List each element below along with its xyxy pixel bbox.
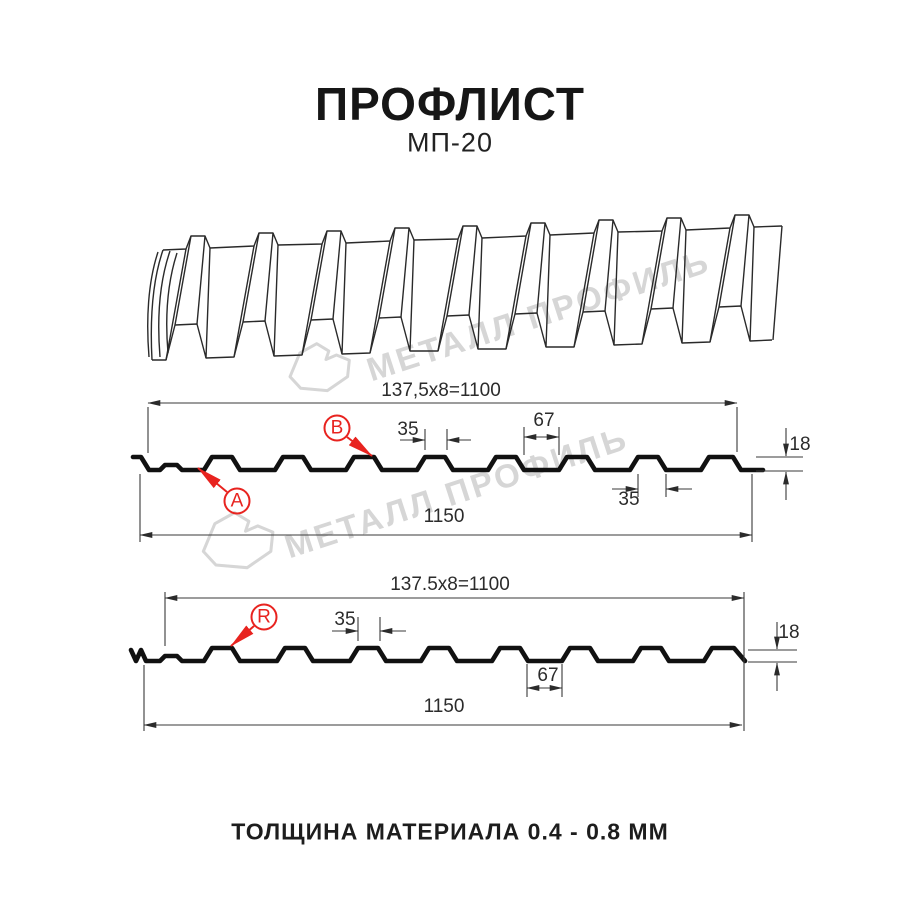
watermark-text-top: МЕТАЛЛ ПРОФИЛЬ	[362, 241, 716, 389]
sheet-back-edge	[162, 214, 783, 251]
dim-rib-top-35: 35	[397, 419, 419, 440]
callout-letter-r: R	[257, 606, 271, 627]
callout-letter-a: A	[230, 490, 244, 511]
profile-bottom-callout-arrows	[230, 625, 255, 647]
page-subtitle: МП-20	[407, 127, 493, 158]
dim-height-18-bottom: 18	[778, 622, 800, 643]
profile-bottom-dimension-lines	[143, 592, 797, 731]
dim-rib-bottom-35: 35	[618, 489, 640, 510]
dim-crest-gap-67: 67	[533, 410, 555, 431]
profile-top-callout-arrows	[197, 436, 373, 493]
callout-letter-b: B	[330, 417, 344, 438]
dim-height-18-top: 18	[789, 434, 811, 455]
sheet-left-curl	[147, 249, 178, 361]
callout-label-r: R	[250, 603, 278, 631]
material-thickness-note: ТОЛЩИНА МАТЕРИАЛА 0.4 - 0.8 ММ	[231, 818, 669, 845]
profile-bottom-outline	[128, 645, 748, 664]
dim-working-width-top: 137,5x8=1100	[381, 380, 501, 401]
dim-valley-67-bottom: 67	[537, 665, 559, 686]
callout-label-a: A	[223, 487, 251, 515]
sheet-right-edge	[772, 225, 783, 341]
metal-profil-logo-watermark-top	[288, 342, 351, 393]
dim-rib-top-35-bottom: 35	[334, 609, 356, 630]
callout-label-b: B	[323, 414, 351, 442]
dim-overall-width-top: 1150	[423, 506, 465, 527]
dim-working-width-bottom: 137.5x8=1100	[390, 574, 510, 595]
dim-overall-width-bottom: 1150	[423, 696, 465, 717]
page-title: ПРОФЛИСТ	[315, 78, 585, 130]
profile-top-outline	[130, 454, 766, 473]
